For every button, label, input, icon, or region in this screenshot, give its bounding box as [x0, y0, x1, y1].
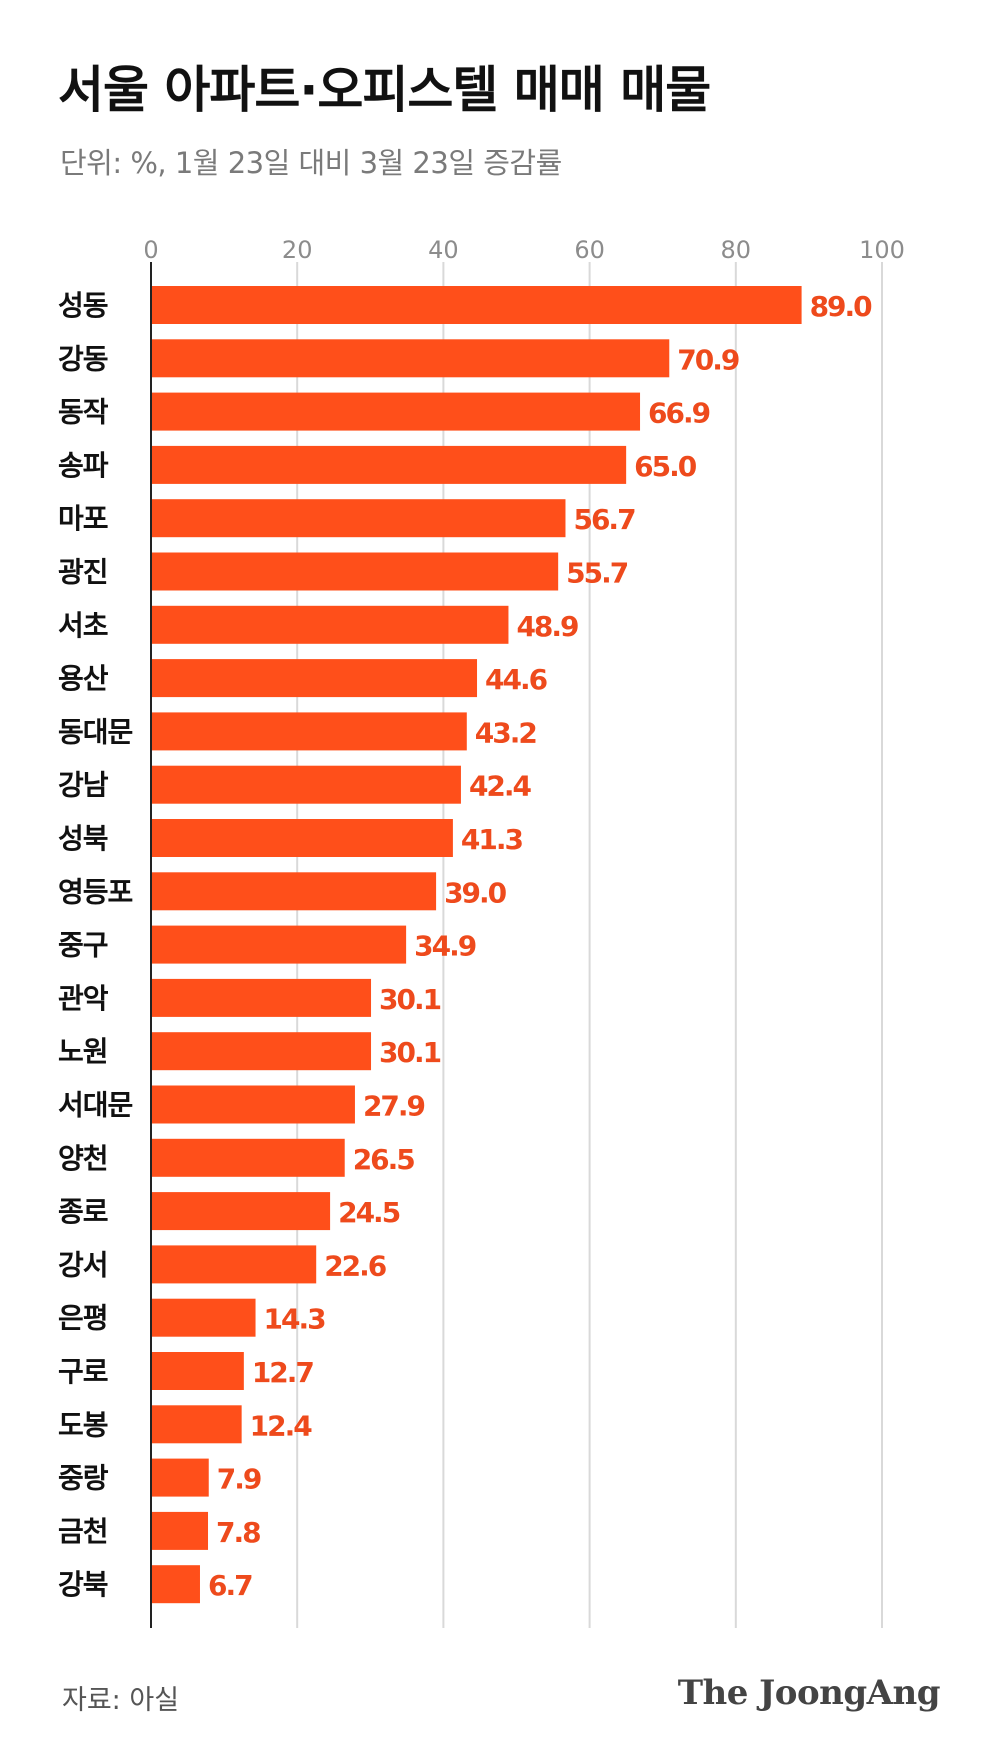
bar: [151, 1192, 331, 1231]
category-label: 송파: [58, 449, 109, 482]
bar: [151, 286, 802, 324]
bar: [151, 1032, 372, 1071]
value-label: 26.5: [353, 1143, 415, 1176]
bar: [151, 339, 670, 378]
category-label: 강서: [58, 1248, 108, 1281]
value-label: 56.7: [573, 503, 635, 536]
category-label: 도봉: [58, 1408, 108, 1441]
bar: [151, 605, 509, 644]
value-label: 7.8: [216, 1516, 260, 1549]
category-label: 은평: [58, 1302, 108, 1335]
category-label: 양천: [58, 1142, 108, 1175]
bar: [151, 552, 559, 591]
category-label: 광진: [58, 556, 108, 589]
category-label: 관악: [58, 982, 109, 1015]
category-label: 중구: [58, 929, 108, 962]
value-label: 39.0: [444, 876, 507, 909]
category-label: 동대문: [58, 715, 133, 748]
bar: [151, 1352, 244, 1390]
category-label: 금천: [58, 1515, 108, 1548]
value-label: 30.1: [379, 983, 441, 1016]
value-label: 34.9: [414, 930, 476, 963]
value-label: 24.5: [338, 1196, 400, 1229]
category-label: 서초: [58, 609, 108, 642]
bar: [151, 1405, 242, 1444]
category-label: 노원: [58, 1035, 108, 1068]
value-label: 48.9: [516, 610, 578, 643]
value-label: 14.3: [264, 1303, 326, 1336]
value-label: 12.4: [250, 1409, 313, 1442]
category-label: 강남: [58, 769, 109, 802]
bar: [151, 1298, 256, 1337]
bar: [151, 1138, 345, 1177]
category-label: 용산: [58, 662, 109, 695]
bar: [151, 978, 372, 1017]
value-label: 89.0: [810, 290, 873, 323]
category-label: 동작: [58, 396, 109, 429]
bar: [151, 872, 437, 911]
category-label: 영등포: [58, 875, 133, 908]
bar: [151, 1511, 209, 1550]
value-label: 7.9: [217, 1463, 261, 1496]
chart-subtitle: 단위: %, 1월 23일 대비 3월 23일 증감률: [60, 146, 562, 180]
value-label: 66.9: [648, 397, 710, 430]
value-label: 44.6: [485, 663, 547, 696]
value-label: 30.1: [379, 1036, 441, 1069]
category-label: 성북: [58, 822, 108, 855]
bar: [151, 765, 461, 804]
value-label: 41.3: [461, 823, 523, 856]
x-tick-label: 80: [721, 236, 752, 264]
value-label: 27.9: [363, 1090, 425, 1123]
bar: [151, 819, 453, 857]
value-label: 42.4: [469, 770, 532, 803]
category-label: 성동: [58, 289, 108, 322]
category-label: 서대문: [58, 1089, 133, 1122]
value-label: 12.7: [252, 1356, 314, 1389]
value-label: 55.7: [566, 557, 628, 590]
category-label: 마포: [58, 502, 108, 535]
bar: [151, 1458, 209, 1497]
bar: [151, 1565, 200, 1604]
category-label: 구로: [58, 1355, 108, 1388]
bar: [151, 925, 407, 964]
value-label: 22.6: [324, 1249, 386, 1282]
bar: [151, 712, 467, 751]
x-tick-label: 0: [143, 236, 158, 264]
source-label: 자료: 아실: [62, 1685, 180, 1716]
bar: [151, 445, 627, 484]
bar: [151, 659, 478, 698]
category-labels: 성동강동동작송파마포광진서초용산동대문강남성북영등포중구관악노원서대문양천종로강…: [58, 289, 134, 1601]
x-tick-label: 60: [574, 236, 605, 264]
x-tick-label: 40: [428, 236, 459, 264]
value-label: 65.0: [634, 450, 697, 483]
value-labels: 89.0 70.9 66.9 65.0 56.7 55.7 48.9 44.6 43.2 42.4…: [208, 290, 874, 1602]
chart-title: 서울 아파트·오피스텔 매매 매물: [58, 61, 711, 119]
bar: [151, 1245, 317, 1284]
bar: [151, 392, 641, 431]
bar: [151, 1085, 355, 1124]
bar: [151, 499, 566, 538]
category-label: 중랑: [58, 1462, 109, 1495]
category-label: 종로: [58, 1195, 108, 1228]
bars: [151, 286, 802, 1604]
x-axis-ticks: 0 20 40 60 80 100: [143, 236, 905, 264]
x-tick-label: 100: [859, 236, 905, 264]
value-label: 6.7: [208, 1569, 252, 1602]
value-label: 43.2: [475, 716, 537, 749]
category-label: 강동: [58, 342, 108, 375]
category-label: 강북: [58, 1568, 108, 1601]
x-tick-label: 20: [282, 236, 313, 264]
value-label: 70.9: [677, 343, 739, 376]
brand-logo: The JoongAng: [677, 1673, 941, 1713]
